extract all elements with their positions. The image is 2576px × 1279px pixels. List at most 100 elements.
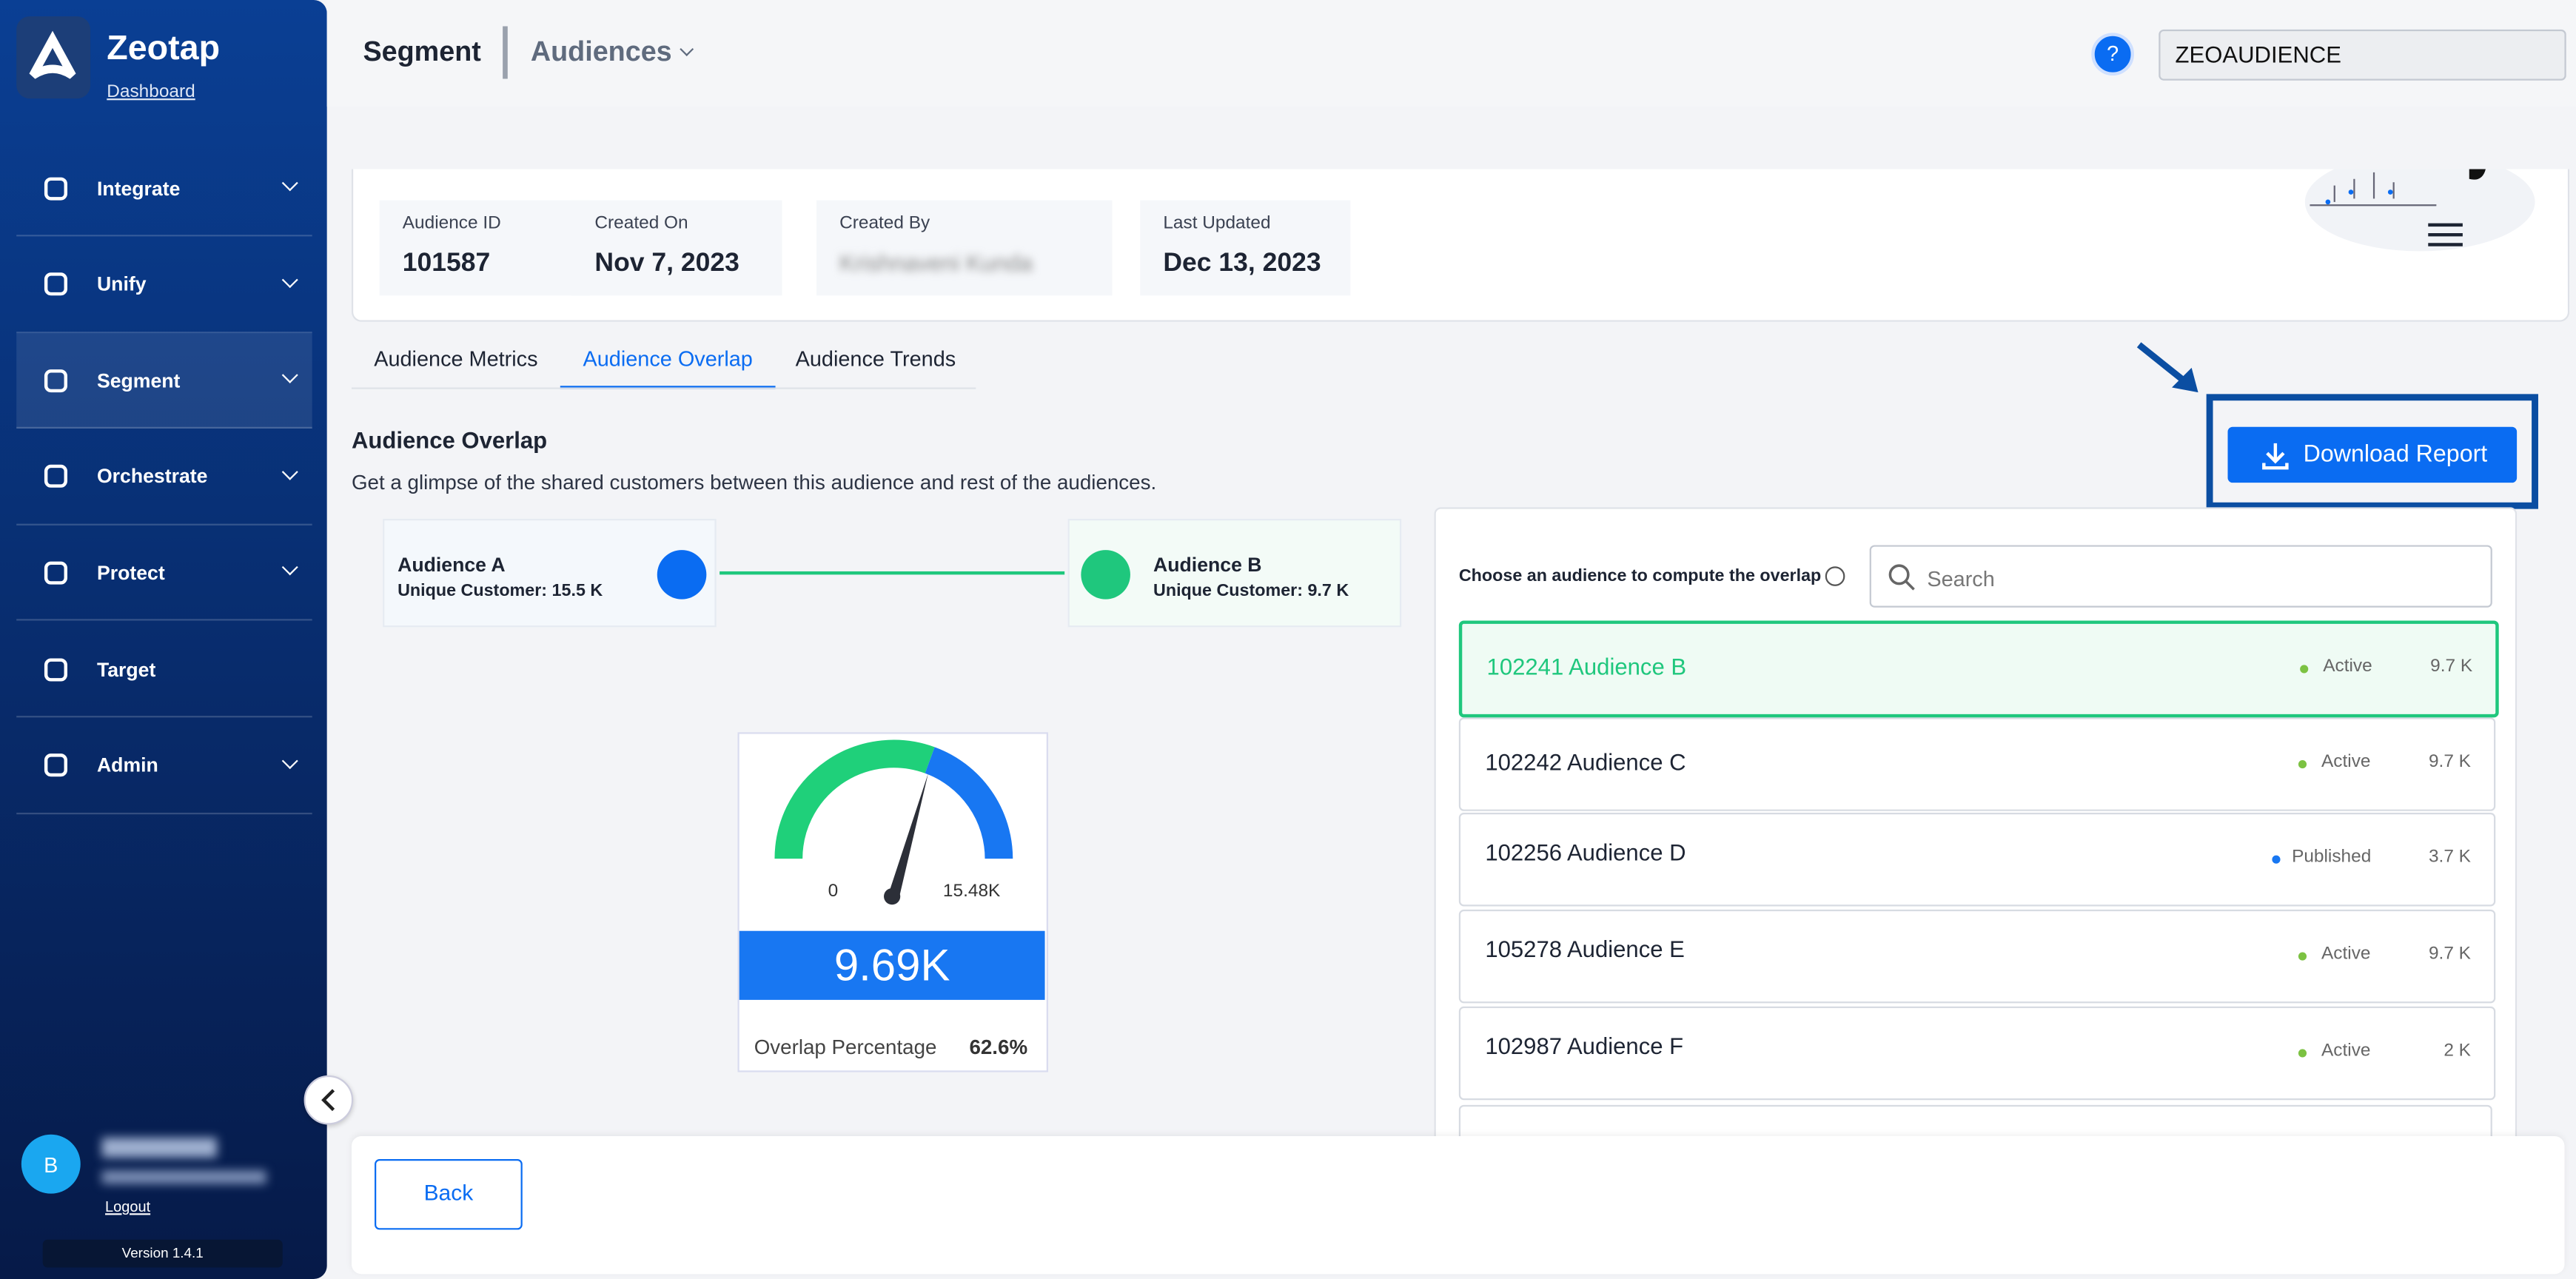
caret [680,42,694,56]
download-button[interactable]: Download Report [2227,426,2518,483]
audience-b-card: Audience B Unique Customer: 9.7 K [1067,518,1402,628]
header-section: Segment [363,36,481,67]
info-value: Nov 7, 2023 [594,249,739,278]
picker-label-text: Choose an audience to compute the overla… [1458,566,1822,586]
list-item[interactable]: 105278 Audience E Active 9.7 K [1458,910,2496,1004]
info-label: Created On [594,213,688,233]
info-field: Created On Nov 7, 2023 [571,200,782,296]
item-name: 105278 Audience E [1485,936,1685,963]
list-item[interactable]: 102241 Audience B Active 9.7 K [1458,620,2499,718]
collapse-button[interactable] [303,1075,354,1125]
list-item[interactable]: 102256 Audience D Published 3.7 K [1458,813,2496,907]
dashboard-link[interactable]: Dashboard [107,81,195,102]
nav-item[interactable]: Protect [16,526,312,622]
nav-label: Admin [96,753,158,777]
item-status: Active [2323,657,2372,677]
nav-item[interactable]: Orchestrate [16,430,312,526]
audience-b-icon [1081,550,1130,600]
back-button[interactable]: Back [375,1159,523,1230]
item-status: Published [2292,847,2372,868]
help-icon[interactable]: ? [2091,33,2135,76]
footer: Back [351,1135,2565,1275]
tab[interactable]: Audience Metrics [374,346,538,372]
nav-item[interactable]: Unify [16,238,312,333]
illustration [2304,169,2535,252]
tab[interactable]: Audience Overlap [560,333,776,389]
picker-label: Choose an audience to compute the overla… [1458,566,1846,587]
tab[interactable]: Audience Trends [795,346,956,372]
nav-icon [44,561,67,585]
nav-label: Integrate [96,176,181,200]
info-value: 101587 [402,249,491,278]
section-description: Get a glimpse of the shared customers be… [351,471,1157,494]
chevron [281,560,298,577]
chevron [281,367,298,384]
item-name: 102242 Audience C [1485,748,1686,775]
pointer-arrow [2136,342,2198,393]
item-status: Active [2321,751,2371,771]
list-item[interactable]: 102242 Audience C Active 9.7 K [1458,716,2496,811]
item-name: 102987 Audience F [1485,1032,1684,1059]
status-dot [2298,952,2307,961]
status-dot [2300,665,2309,674]
audience-a-count: Unique Customer: 15.5 K [398,581,603,601]
search-box[interactable]: Search [1869,545,2492,608]
gauge [774,739,1013,905]
item-size: 3.7 K [2428,847,2471,868]
logo [16,16,91,99]
account-select[interactable]: ZEOAUDIENCE [2159,29,2566,81]
nav-icon [44,657,67,681]
gauge-max: 15.48K [942,882,1001,902]
user-name-blurred [101,1138,217,1158]
section-title: Audience Overlap [351,426,548,454]
info-field: Last Updated Dec 13, 2023 [1140,200,1351,296]
nav-label: Orchestrate [96,465,208,489]
info-label: Last Updated [1163,213,1271,233]
nav-icon [44,465,67,489]
nav-label: Protect [96,561,165,585]
info-label: Audience ID [402,213,501,233]
nav-icon [44,176,67,200]
nav-item[interactable]: Integrate [16,141,312,237]
chevron [281,752,298,769]
user-email-blurred [101,1170,266,1184]
logout[interactable]: Logout [105,1198,151,1215]
info-value: Dec 13, 2023 [1163,249,1321,278]
status-dot [2272,856,2281,865]
audience-b-name: Audience B [1153,553,1262,577]
info-field: Created By Krishnaveni Kunda [816,200,1113,296]
info-field: Audience ID 101587 [379,200,590,296]
search-placeholder: Search [1927,566,1995,591]
sidebar: Zeotap Dashboard Integrate Unify Segment Or… [0,0,327,1279]
audience-a-name: Audience A [398,553,506,577]
nav-item[interactable]: Target [16,622,312,718]
audience-a-icon [657,550,707,600]
chevron [281,175,298,192]
info-label: Created By [839,213,930,233]
status-dot [2298,759,2307,768]
brand: Zeotap [107,29,221,67]
item-size: 2 K [2443,1040,2471,1061]
status-dot [2298,1048,2307,1058]
nav-label: Segment [96,369,181,392]
nav-item[interactable]: Admin [16,719,312,814]
header: Segment Audiences ? ZEOAUDIENCE [326,0,2576,107]
info-card: Audience ID 101587 Created On Nov 7, 2023 Cr… [351,169,2570,322]
item-size: 9.7 K [2428,751,2471,771]
info-value: Krishnaveni Kunda [839,249,1033,276]
gauge-min: 0 [828,882,839,902]
highlight-box [2206,394,2538,509]
list-item[interactable]: 102987 Audience F Active 2 K [1458,1006,2496,1100]
header-page[interactable]: Audiences [530,36,672,67]
gauge-card: 0 15.48K 9.69K Overlap Percentage 62.6% [737,732,1048,1072]
avatar: B [21,1134,81,1194]
nav-item[interactable]: Segment [16,333,312,429]
audience-b-count: Unique Customer: 9.7 K [1153,581,1349,601]
info-icon [1825,566,1846,587]
item-name: 102256 Audience D [1485,839,1686,866]
version: Version 1.4.1 [42,1239,283,1268]
gauge-percentage: 62.6% [969,1035,1028,1059]
gauge-value: 9.69K [739,930,1045,1000]
nav-icon [44,369,67,392]
